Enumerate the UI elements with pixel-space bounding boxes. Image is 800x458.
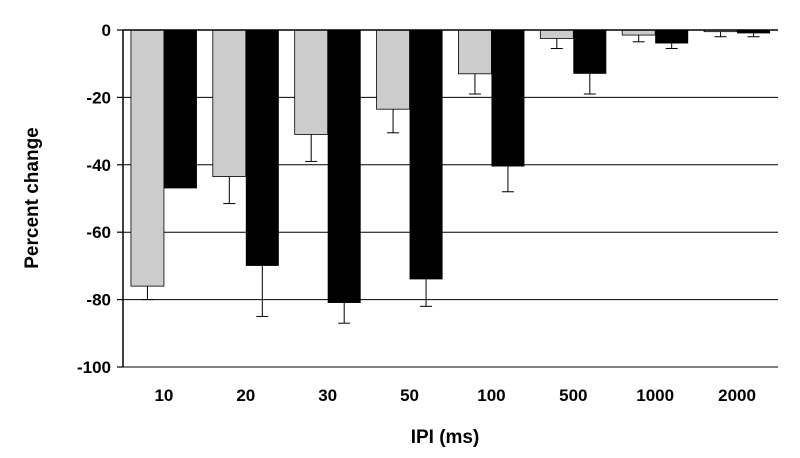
bar-series-1 bbox=[376, 29, 410, 110]
x-tick-label: 1000 bbox=[636, 386, 674, 405]
error-bars bbox=[141, 31, 760, 324]
x-tick-label: 20 bbox=[236, 386, 255, 405]
y-tick-label: -100 bbox=[77, 358, 111, 377]
bar-series-1 bbox=[539, 29, 574, 39]
bar-series-1 bbox=[294, 29, 329, 135]
y-tick-label: -80 bbox=[86, 291, 111, 310]
bar-series-2 bbox=[245, 30, 279, 266]
axes bbox=[117, 29, 778, 368]
y-tick-label: -20 bbox=[86, 88, 111, 107]
x-tick-label: 30 bbox=[318, 386, 337, 405]
bar-series-2 bbox=[573, 30, 607, 74]
x-tick-label: 500 bbox=[559, 386, 587, 405]
bar-series-1 bbox=[621, 29, 656, 36]
y-tick-label: 0 bbox=[102, 21, 111, 40]
bar-series-2 bbox=[491, 30, 525, 167]
bar-series-1 bbox=[130, 29, 165, 287]
x-tick-label: 2000 bbox=[718, 386, 756, 405]
x-tick-label: 100 bbox=[477, 386, 505, 405]
bar-series-2 bbox=[655, 30, 689, 44]
bar-series-1 bbox=[212, 29, 247, 177]
y-tick-label: -40 bbox=[86, 156, 111, 175]
bar-series-2 bbox=[327, 30, 361, 303]
bars bbox=[130, 29, 771, 303]
x-tick-labels: 10 20 30 50 100 500 1000 2000 bbox=[154, 386, 756, 405]
bar-series-2 bbox=[163, 30, 197, 189]
y-tick-label: -60 bbox=[86, 223, 111, 242]
y-tick-labels: 0 -20 -40 -60 -80 -100 bbox=[77, 21, 111, 377]
bar-series-1 bbox=[458, 29, 492, 75]
bar-series-2 bbox=[409, 30, 443, 280]
x-axis-title: IPI (ms) bbox=[411, 427, 480, 448]
x-tick-label: 10 bbox=[154, 386, 173, 405]
x-tick-label: 50 bbox=[400, 386, 419, 405]
bar-series-2 bbox=[737, 30, 771, 34]
y-axis-title: Percent change bbox=[22, 127, 43, 269]
